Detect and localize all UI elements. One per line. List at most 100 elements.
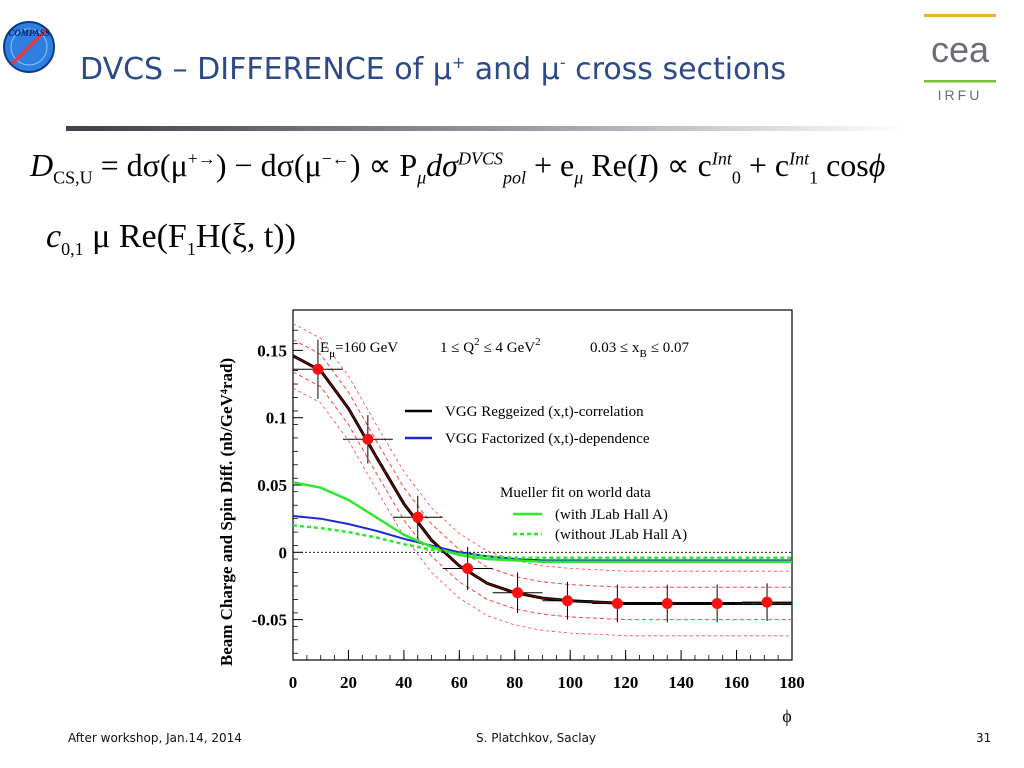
formula-prop-c0: ) ∝ c xyxy=(648,147,712,183)
legend: VGG Reggeized (x,t)-correlation VGG Fact… xyxy=(405,404,687,543)
chart-container: 0 20 40 60 80 100 120 140 160 180 0.15 0.1 0.05 0 -0.0… xyxy=(210,300,810,730)
formula-mid: ) − dσ(μ xyxy=(215,147,322,183)
y-tick-label: 0 xyxy=(279,543,288,562)
formula-re: Re( xyxy=(583,147,638,183)
formula-cos: cos xyxy=(818,147,869,183)
minus-sign: - xyxy=(559,53,566,72)
data-point xyxy=(312,363,324,375)
footer-page-number: 31 xyxy=(976,731,992,745)
formula-eq: = dσ(μ xyxy=(92,147,188,183)
formula-dvcs-sup: DVCS xyxy=(457,148,503,169)
logo-text: COMPASS xyxy=(8,28,49,38)
x-tick-label: 140 xyxy=(668,673,694,692)
x-tick-label: 60 xyxy=(451,673,468,692)
formula2-c: c xyxy=(46,218,62,255)
legend-label-with-jlab: (with JLab Hall A) xyxy=(555,507,668,523)
mu-symbol: μ xyxy=(540,52,560,87)
q2-range-label: 1 ≤ Q2 ≤ 4 GeV2 xyxy=(440,336,541,356)
y-tick-label: 0.05 xyxy=(257,476,287,495)
formula-plus-e: + e xyxy=(525,147,575,183)
energy-label-sub: μ xyxy=(329,348,335,360)
title-and: and xyxy=(465,52,541,87)
plus-sign: + xyxy=(451,53,466,72)
dvcs-chart: 0 20 40 60 80 100 120 140 160 180 0.15 0.1 0.05 0 -0.0… xyxy=(210,300,810,730)
q2-unit-sup: 2 xyxy=(535,336,541,348)
formula-pol-sub: pol xyxy=(502,167,526,188)
y-tick-label: 0.15 xyxy=(257,341,287,360)
legend-label-fact: VGG Factorized (x,t)-dependence xyxy=(445,431,650,447)
formula2-c-sub: 0,1 xyxy=(61,238,84,259)
formula-c0-sup: Int xyxy=(711,148,732,169)
series-line-without-jlab xyxy=(292,524,792,559)
x-tick-label: 180 xyxy=(779,673,805,692)
data-point xyxy=(711,597,723,609)
y-tick-label: -0.05 xyxy=(252,611,287,630)
x-tick-label: 20 xyxy=(340,673,357,692)
cea-irfu-logo: cea IRFU xyxy=(924,14,996,103)
irfu-text: IRFU xyxy=(938,87,983,103)
legend-label-without-jlab: (without JLab Hall A) xyxy=(555,527,687,543)
band-upper xyxy=(292,339,792,588)
legend-label-regge: VGG Reggeized (x,t)-correlation xyxy=(445,404,644,420)
x-tick-label: 120 xyxy=(613,673,639,692)
data-point xyxy=(661,597,673,609)
x-tick-label: 160 xyxy=(724,673,750,692)
formula2-F-sub: 1 xyxy=(186,238,196,259)
formula-dsigma: dσ xyxy=(426,147,458,183)
x-tick-label: 80 xyxy=(506,673,523,692)
data-point xyxy=(611,597,623,609)
chart-background xyxy=(210,300,810,730)
xb-tail: ≤ 0.07 xyxy=(651,340,690,356)
q2-text: 1 ≤ Q xyxy=(440,340,474,356)
xb-text: 0.03 ≤ x xyxy=(590,340,640,356)
x-tick-label: 100 xyxy=(557,673,583,692)
page-title: DVCS – DIFFERENCE of μ+ and μ- cross sec… xyxy=(80,52,786,87)
energy-label-value: =160 GeV xyxy=(335,340,398,356)
formula-D: D xyxy=(30,147,54,183)
energy-label: Eμ=160 GeV xyxy=(320,340,398,360)
energy-label-E: E xyxy=(320,340,329,356)
data-point xyxy=(761,596,773,608)
title-prefix: DVCS – DIFFERENCE of xyxy=(80,52,433,87)
formula-I: I xyxy=(637,147,649,183)
formula-prop-P: ) ∝ P xyxy=(349,147,418,183)
data-point xyxy=(512,587,524,599)
band-outer-upper xyxy=(292,323,792,572)
band-outer-lower xyxy=(292,387,792,637)
formula-plus-c1: + c xyxy=(740,147,790,183)
x-tick-label: 40 xyxy=(395,673,412,692)
footer-author: S. Platchkov, Saclay xyxy=(476,731,597,745)
formula-P-sub: μ xyxy=(417,167,427,188)
data-point xyxy=(362,433,374,445)
formula2-tail: H(ξ, t)) xyxy=(195,218,296,255)
x-tick-label: 0 xyxy=(289,673,298,692)
data-point xyxy=(561,595,573,607)
band-lower xyxy=(292,371,792,621)
title-underline xyxy=(66,126,906,131)
formula-D-sub: CS,U xyxy=(53,167,93,188)
formula-c1-sub: 1 xyxy=(809,167,819,188)
y-tick-label: 0.1 xyxy=(266,409,287,428)
footer-event: After workshop, Jan.14, 2014 xyxy=(68,731,242,745)
formula-arrow-1: +→ xyxy=(187,148,216,169)
xb-range-label: 0.03 ≤ xB ≤ 0.07 xyxy=(590,340,690,360)
formula2-rest: μ Re(F xyxy=(83,218,187,255)
legend-mueller-title: Mueller fit on world data xyxy=(500,485,651,501)
cea-logo-text: cea xyxy=(931,29,990,70)
formula-c0-sub: 0 xyxy=(731,167,741,188)
formula-phi: ϕ xyxy=(868,147,886,183)
formula-c1-sup: Int xyxy=(789,148,810,169)
series-line-with-jlab xyxy=(292,481,792,563)
formula-line-2: c0,1 μ Re(F1H(ξ, t)) xyxy=(46,218,296,260)
y-axis-label: Beam Charge and Spin Diff. (nb/GeV⁴rad) xyxy=(217,358,236,666)
logo-bottom-bar xyxy=(924,80,996,83)
q2-sup: 2 xyxy=(474,336,480,348)
compass-logo: COMPASS xyxy=(3,21,55,73)
title-suffix: cross sections xyxy=(565,52,787,87)
formula-arrow-2: −← xyxy=(321,148,350,169)
data-point xyxy=(412,511,424,523)
logo-top-bar xyxy=(924,14,996,17)
formula-line-1: DCS,U = dσ(μ+→) − dσ(μ−←) ∝ PμdσDVCSpol … xyxy=(30,146,885,188)
x-axis-label: ϕ xyxy=(782,706,791,726)
q2-mid: ≤ 4 GeV xyxy=(484,340,536,356)
